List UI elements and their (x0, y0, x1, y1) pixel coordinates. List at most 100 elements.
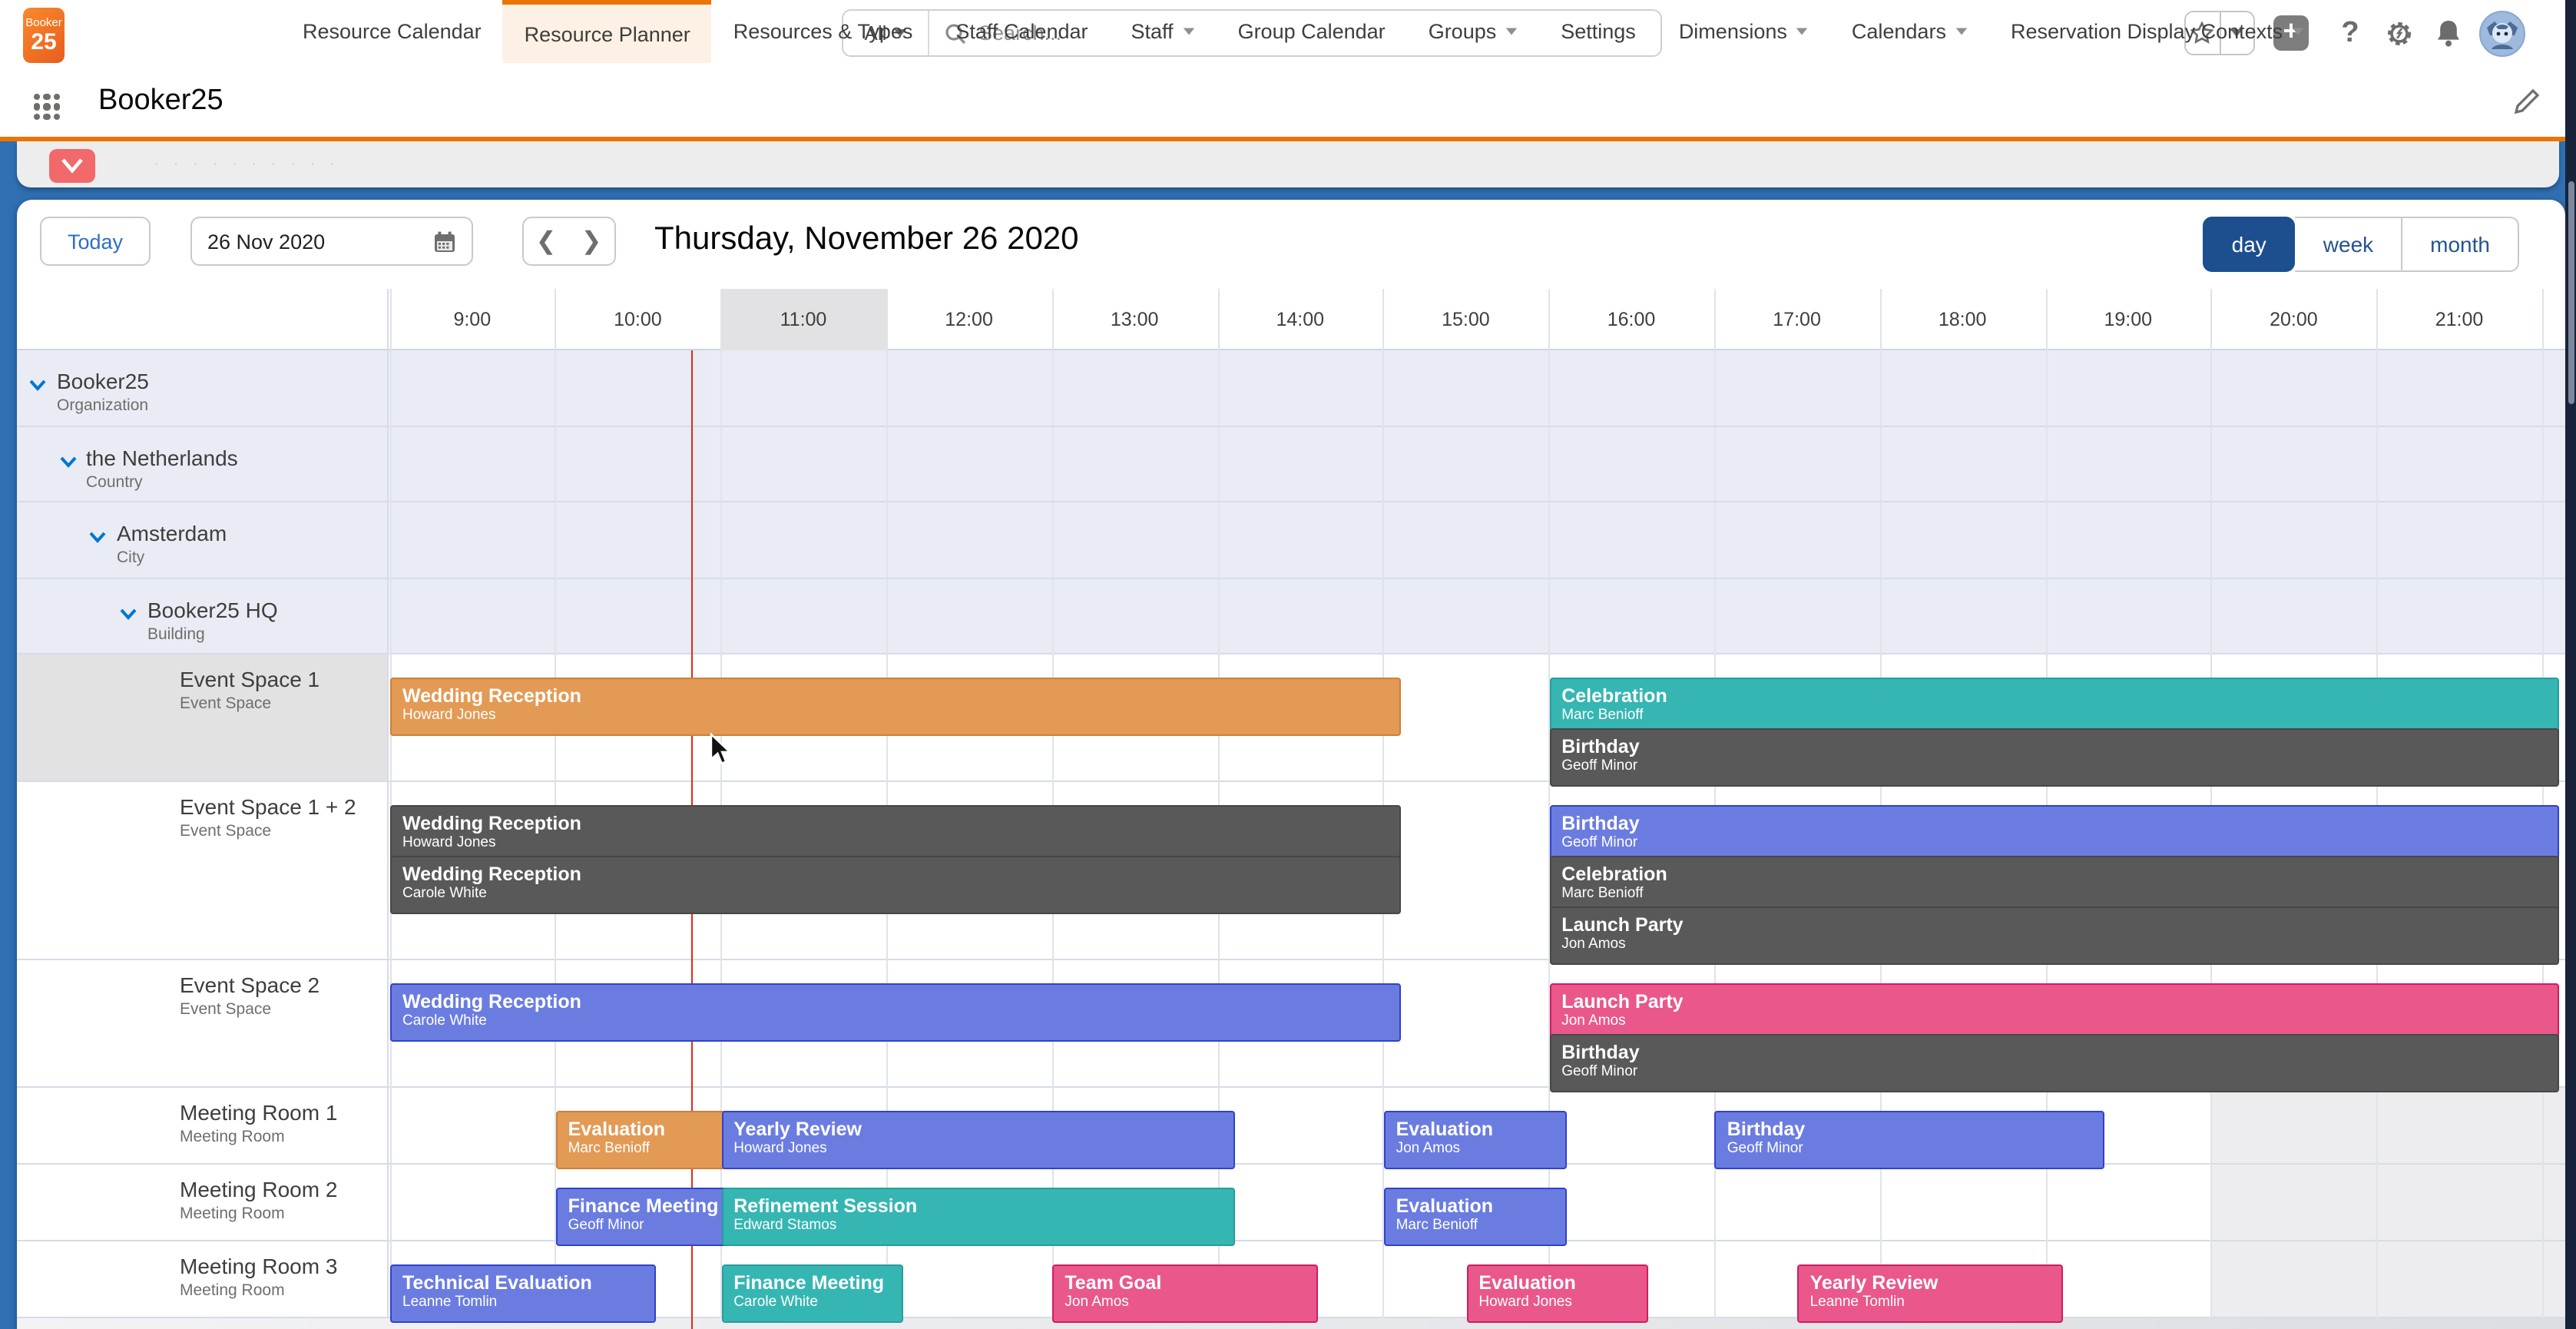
resource-name: Event Space 1 (180, 667, 320, 692)
closed-hours-area (2210, 1088, 2565, 1164)
reservation-event[interactable]: Technical Evaluation Leanne Tomlin (390, 1264, 656, 1323)
reservation-event[interactable]: Birthday Geoff Minor (1549, 728, 2560, 787)
search-icon (945, 22, 966, 44)
grid-column-line (2541, 289, 2544, 1319)
resource-row-booker25[interactable]: Booker25 Organization (17, 350, 2565, 427)
hour-label: 9:00 (453, 309, 492, 330)
resource-row-meeting-room-2[interactable]: Meeting Room 2 Meeting Room (17, 1165, 2565, 1242)
reservation-event[interactable]: Birthday Geoff Minor (1714, 1111, 2104, 1169)
reservation-event[interactable]: Team Goal Jon Amos (1052, 1264, 1318, 1323)
reservation-event[interactable]: Birthday Geoff Minor (1549, 805, 2560, 863)
today-button[interactable]: Today (40, 217, 151, 266)
search-input[interactable]: Search... (978, 22, 1062, 45)
resource-row-the-netherlands[interactable]: the Netherlands Country (17, 426, 2565, 503)
date-picker-field[interactable]: 26 Nov 2020 (190, 217, 473, 266)
setup-gear-icon[interactable] (2381, 14, 2418, 54)
reservation-event[interactable]: Evaluation Howard Jones (1466, 1264, 1649, 1323)
edit-pencil-icon[interactable] (2513, 88, 2544, 118)
reservation-event[interactable]: Evaluation Marc Benioff (555, 1111, 739, 1169)
previous-day-button[interactable]: ❮ (522, 217, 570, 266)
resource-label-cell[interactable]: Event Space 1 Event Space (17, 655, 386, 781)
planner-banner-icon (49, 149, 95, 183)
nav-tab-settings[interactable]: Settings (1539, 0, 1657, 63)
reservation-title: Finance Meeting (733, 1271, 885, 1294)
resource-label-cell[interactable]: Booker25 HQ Building (17, 579, 386, 654)
nav-tab-dimensions[interactable]: Dimensions (1657, 0, 1830, 63)
tree-collapse-chevron-icon[interactable] (118, 604, 138, 624)
nav-tab-label: Settings (1561, 20, 1636, 43)
resource-label-cell[interactable]: Meeting Room 1 Meeting Room (17, 1089, 386, 1164)
reservation-event[interactable]: Finance Meeting Carole White (721, 1264, 904, 1323)
view-button-day[interactable]: day (2202, 217, 2296, 272)
reservation-event[interactable]: Wedding Reception Carole White (390, 856, 1401, 914)
resource-row-meeting-room-1[interactable]: Meeting Room 1 Meeting Room (17, 1088, 2565, 1165)
resource-label-cell[interactable]: Event Space 1 + 2 Event Space (17, 783, 386, 959)
reservation-event[interactable]: Finance Meeting Geoff Minor (555, 1188, 739, 1246)
nav-tab-reservation-display-contexts[interactable]: Reservation Display Contexts (1989, 0, 2326, 63)
reservation-person: Howard Jones (402, 834, 496, 852)
nav-tab-resource-planner[interactable]: Resource Planner (502, 0, 712, 63)
app-launcher-waffle-icon[interactable] (34, 94, 60, 120)
resource-planner-card: Today 26 Nov 2020 ❮ ❯ Thursday, November… (17, 200, 2565, 1329)
global-search[interactable]: All Search... (842, 9, 1662, 57)
favorites-button[interactable] (2184, 11, 2255, 55)
resource-row-amsterdam[interactable]: Amsterdam City (17, 502, 2565, 579)
hour-label: 18:00 (1938, 309, 1987, 330)
resource-label-cell[interactable]: the Netherlands Country (17, 426, 386, 501)
logo-text: Booker (25, 15, 62, 29)
search-scope-dropdown[interactable]: All (843, 11, 929, 55)
help-icon[interactable]: ? (2341, 17, 2359, 49)
resource-label-cell[interactable]: Event Space 2 Event Space (17, 961, 386, 1087)
nav-tab-label: Dimensions (1678, 20, 1787, 43)
view-button-week[interactable]: week (2295, 217, 2403, 272)
reservation-event[interactable]: Launch Party Jon Amos (1549, 906, 2560, 965)
reservation-event[interactable]: Yearly Review Leanne Tomlin (1797, 1264, 2063, 1323)
favorites-caret-icon[interactable] (2219, 12, 2253, 54)
reservation-event[interactable]: Launch Party Jon Amos (1549, 983, 2560, 1042)
user-avatar[interactable] (2479, 11, 2525, 57)
next-day-button[interactable]: ❯ (568, 217, 616, 266)
nav-tab-calendars[interactable]: Calendars (1830, 0, 1989, 63)
tree-collapse-chevron-icon[interactable] (28, 375, 48, 395)
resource-type: Meeting Room (180, 1205, 285, 1224)
reservation-event[interactable]: Wedding Reception Carole White (390, 983, 1401, 1042)
page-scrollbar-thumb[interactable] (2568, 181, 2574, 404)
tree-collapse-chevron-icon[interactable] (88, 527, 108, 547)
reservation-title: Evaluation (1478, 1271, 1576, 1294)
reservation-event[interactable]: Wedding Reception Howard Jones (390, 805, 1401, 863)
resource-label-cell[interactable]: Meeting Room 2 Meeting Room (17, 1165, 386, 1241)
notifications-bell-icon[interactable] (2430, 14, 2467, 54)
view-switcher: day week month (2202, 217, 2519, 272)
resource-row-booker25-hq[interactable]: Booker25 HQ Building (17, 578, 2565, 655)
tree-collapse-chevron-icon[interactable] (58, 451, 78, 471)
reservation-event[interactable]: Celebration Marc Benioff (1549, 678, 2560, 736)
reservation-event[interactable]: Evaluation Jon Amos (1383, 1111, 1567, 1169)
reservation-title: Evaluation (1396, 1195, 1494, 1217)
calendar-icon[interactable] (433, 230, 456, 253)
resource-label-cell[interactable]: Meeting Room 3 Meeting Room (17, 1242, 386, 1317)
booker25-logo: Booker 25 (23, 8, 65, 63)
nav-tab-staff-calendar[interactable]: Staff Calendar (934, 0, 1109, 63)
favorites-star-icon[interactable] (2186, 12, 2219, 54)
hour-label: 21:00 (2435, 309, 2484, 330)
nav-tab-resources-types[interactable]: Resources & Types (712, 0, 935, 63)
hour-label: 12:00 (945, 309, 993, 330)
hour-label: 16:00 (1607, 309, 1656, 330)
mouse-cursor (710, 733, 737, 767)
reservation-event[interactable]: Birthday Geoff Minor (1549, 1034, 2560, 1092)
reservation-title: Wedding Reception (402, 684, 581, 707)
reservation-event[interactable]: Wedding Reception Howard Jones (390, 678, 1401, 736)
current-hour-highlight (720, 289, 886, 350)
resource-label-cell[interactable]: Amsterdam City (17, 502, 386, 577)
nav-tab-resource-calendar[interactable]: Resource Calendar (281, 0, 503, 63)
nav-tab-staff[interactable]: Staff (1110, 0, 1217, 63)
nav-tab-groups[interactable]: Groups (1407, 0, 1540, 63)
reservation-event[interactable]: Evaluation Marc Benioff (1383, 1188, 1567, 1246)
reservation-event[interactable]: Yearly Review Howard Jones (721, 1111, 1235, 1169)
nav-tab-group-calendar[interactable]: Group Calendar (1217, 0, 1407, 63)
view-button-month[interactable]: month (2402, 217, 2519, 272)
reservation-event[interactable]: Celebration Marc Benioff (1549, 856, 2560, 914)
resource-label-cell[interactable]: Booker25 Organization (17, 350, 386, 425)
resource-type: Event Space (180, 694, 272, 714)
reservation-event[interactable]: Refinement Session Edward Stamos (721, 1188, 1235, 1246)
